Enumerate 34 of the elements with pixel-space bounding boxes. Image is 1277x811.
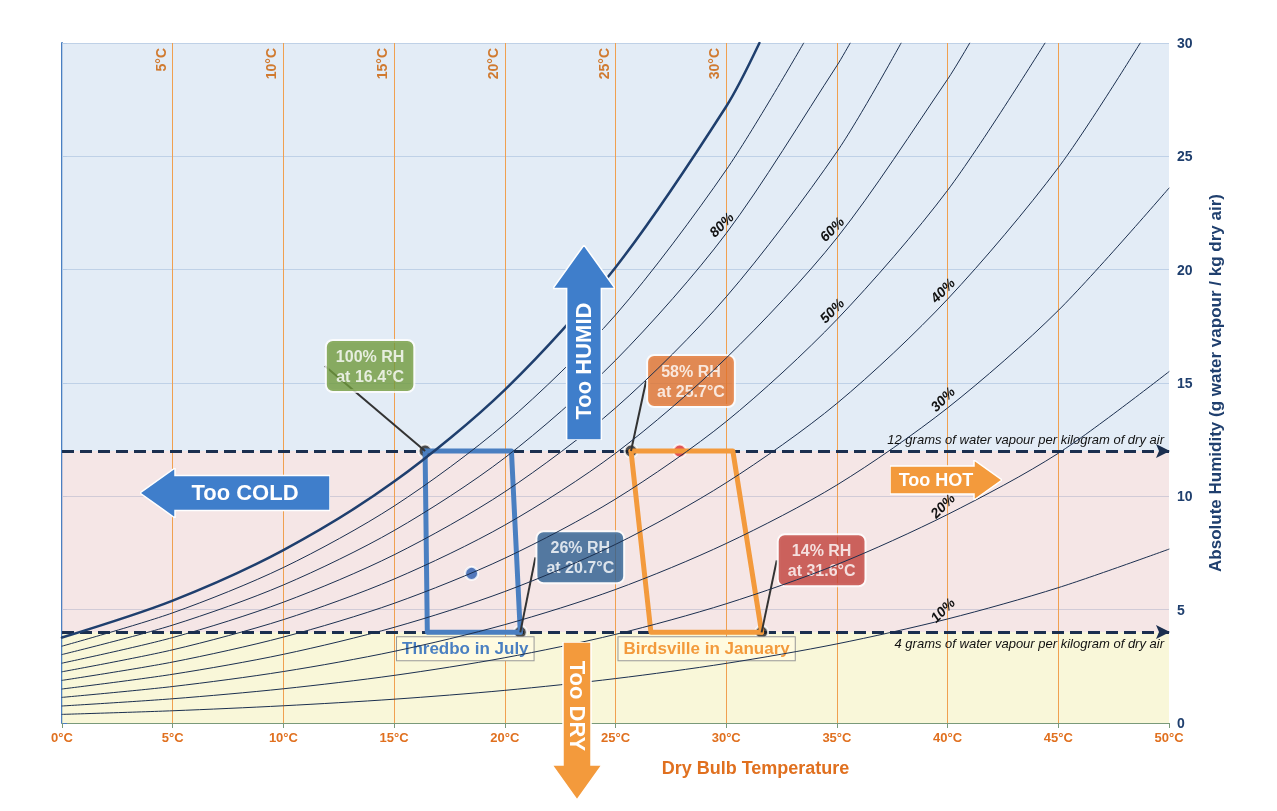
y-axis-title: Absolute Humidity (g water vapour / kg dry air) xyxy=(1206,194,1225,572)
x-tick-label: 0°C xyxy=(51,730,74,745)
x-tick-label: 45°C xyxy=(1043,730,1074,745)
ref-line-label: 30°C xyxy=(706,48,723,80)
y-tick-label: 25 xyxy=(1177,148,1193,165)
y-tick-label: 15 xyxy=(1177,375,1193,391)
ref-line-label: 10°C xyxy=(263,48,280,80)
x-tick-label: 15°C xyxy=(379,730,410,745)
x-tick-label: 10°C xyxy=(268,730,299,745)
annotation: Too COLD xyxy=(191,480,299,506)
x-tick-label: 25°C xyxy=(600,730,631,745)
ref-line-label: 25°C xyxy=(595,48,612,80)
ref-line-label: 20°C xyxy=(484,48,501,80)
series-label: Birdsville in January xyxy=(623,639,791,659)
annotation: 26% RH at 20.7°C xyxy=(546,538,615,576)
x-tick-label: 35°C xyxy=(822,730,853,745)
y-tick-label: 5 xyxy=(1177,601,1185,618)
series-label: Thredbo in July xyxy=(402,639,530,659)
x-tick-label: 50°C xyxy=(1154,730,1185,745)
y-tick-label: 0 xyxy=(1177,715,1185,731)
ref-line-label: 5°C xyxy=(152,48,169,72)
y-tick-label: 20 xyxy=(1177,261,1193,278)
annotation: Too HUMID xyxy=(571,302,597,419)
x-tick-label: 20°C xyxy=(490,730,520,745)
x-tick-label: 40°C xyxy=(933,730,963,745)
y-tick-label: 10 xyxy=(1177,488,1193,505)
x-axis-title: Dry Bulb Temperature xyxy=(661,758,850,778)
annotation: Too HOT xyxy=(898,469,974,491)
y-tick-label: 30 xyxy=(1177,35,1193,51)
annotation: Too DRY xyxy=(564,660,590,752)
annotation: 100% RH at 16.4°C xyxy=(335,347,405,385)
ref-line-label: 15°C xyxy=(374,48,391,80)
x-tick-label: 5°C xyxy=(161,730,185,745)
x-tick-label: 30°C xyxy=(711,730,742,745)
